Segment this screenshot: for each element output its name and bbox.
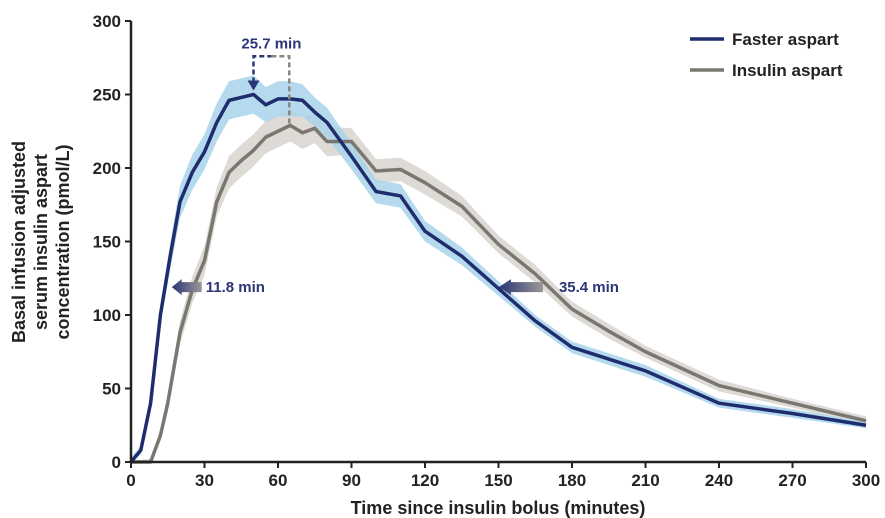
band-faster-aspart (131, 75, 866, 462)
onset-arrow (171, 279, 202, 296)
y-tick-label: 150 (93, 233, 121, 252)
y-axis-title-line-3: concentration (pmol/L) (53, 145, 73, 340)
y-axis-title: Basal infusion adjusted serum insulin as… (9, 141, 73, 343)
x-tick-label: 60 (269, 471, 288, 490)
x-axis-title: Time since insulin bolus (minutes) (351, 498, 646, 518)
y-ticks: 0 50 100 150 200 250 300 (93, 12, 131, 472)
y-tick-label: 300 (93, 12, 121, 31)
y-tick-label: 0 (112, 453, 121, 472)
tmax-bracket-aspart (271, 55, 291, 124)
x-tick-label: 0 (126, 471, 135, 490)
tmax-arrowhead (247, 80, 260, 91)
legend-label-insulin-aspart: Insulin aspart (732, 61, 843, 80)
y-tick-label: 100 (93, 306, 121, 325)
band-insulin-aspart (131, 109, 866, 462)
offset-difference-label: 35.4 min (559, 279, 619, 296)
y-tick-label: 200 (93, 159, 121, 178)
x-tick-label: 240 (705, 471, 733, 490)
onset-difference-label: 11.8 min (206, 279, 265, 296)
x-tick-label: 270 (778, 471, 806, 490)
x-tick-label: 300 (852, 471, 880, 490)
legend: Faster aspart Insulin aspart (690, 30, 843, 80)
x-tick-label: 90 (342, 471, 361, 490)
tmax-bracket-faster (252, 55, 272, 83)
line-insulin-aspart (131, 123, 867, 464)
confidence-bands (131, 75, 866, 462)
y-tick-label: 250 (93, 86, 121, 105)
offset-arrow (498, 279, 543, 296)
line-faster-aspart (129, 92, 867, 464)
tmax-difference-label: 25.7 min (241, 35, 301, 52)
x-tick-label: 180 (558, 471, 586, 490)
y-axis-title-line-1: Basal infusion adjusted (9, 141, 29, 343)
x-ticks: 0 30 60 90 120 150 180 210 240 270 300 (126, 462, 880, 490)
x-tick-label: 210 (631, 471, 659, 490)
y-axis-title-line-2: serum insulin aspart (31, 154, 51, 330)
legend-label-faster-aspart: Faster aspart (732, 30, 839, 49)
x-tick-label: 120 (411, 471, 439, 490)
annotations: 25.7 min 11.8 min 35.4 min (171, 35, 619, 296)
series-lines (129, 92, 867, 464)
y-tick-label: 50 (102, 380, 121, 399)
x-tick-label: 30 (195, 471, 214, 490)
x-tick-label: 150 (484, 471, 512, 490)
